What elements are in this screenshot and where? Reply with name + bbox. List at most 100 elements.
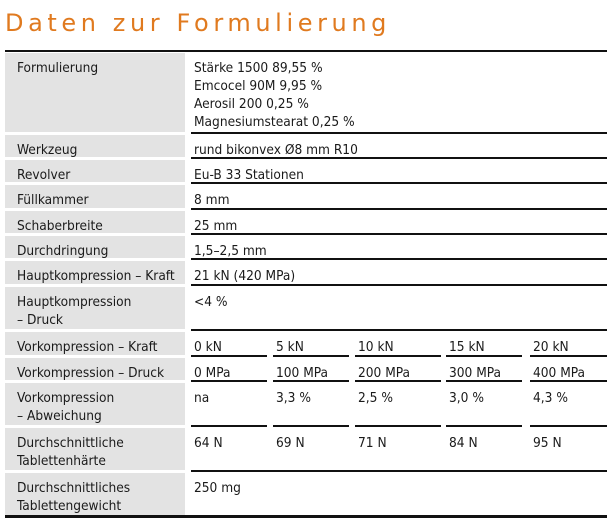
table-cell: 3,3 % [273,383,349,425]
formulation-line: Magnesiumstearat 0,25 % [194,114,355,130]
label-text: Durchschnittliches [17,480,131,496]
value-text: 250 mg [194,480,241,496]
table-cell: 200 MPa [355,358,441,381]
table-cell: 4,3 % [530,383,607,425]
table-cell: 400 MPa [530,358,607,381]
cell-text: 200 MPa [358,365,411,381]
cell-text: 300 MPa [449,365,502,381]
cell-text: 400 MPa [533,365,586,381]
cell-text: 0 kN [194,339,222,355]
row-label-hauptkompression-druck: Hauptkompression – Druck [5,287,185,329]
row-separator [191,425,267,427]
table-cell: 10 kN [355,332,441,355]
label-text: Hauptkompression [17,294,132,310]
table-cell: 15 kN [446,332,522,355]
row-separator [273,380,349,382]
table-top-rule [5,50,607,52]
table-cell: 2,5 % [355,383,441,425]
label-text: Durchdringung [17,243,109,259]
cell-text: na [194,390,210,406]
label-text: Formulierung [17,60,99,76]
label-text: Revolver [17,167,71,183]
row-value-hauptkompression-druck: <4 % [191,287,607,329]
cell-text: 69 N [276,435,305,451]
formulation-line: Stärke 1500 89,55 % [194,60,323,76]
cell-text: 15 kN [449,339,485,355]
label-text: Tablettenhärte [17,453,106,469]
page-title: Daten zur Formulierung [5,9,392,37]
value-text: 1,5–2,5 mm [194,243,267,259]
table-cell: 100 MPa [273,358,349,381]
label-text: Werkzeug [17,142,78,158]
row-value-hauptkompression-kraft: 21 kN (420 MPa) [191,261,607,284]
row-separator [191,355,267,357]
table-cell: 0 MPa [191,358,267,381]
label-text: Füllkammer [17,192,89,208]
cell-text: 4,3 % [533,390,568,406]
row-label-formulierung: Formulierung [5,53,185,132]
label-text: Durchschnittliche [17,435,124,451]
row-separator [191,258,607,260]
row-value-tablettengewicht: 250 mg [191,473,607,515]
row-separator [191,233,607,235]
cell-text: 64 N [194,435,223,451]
label-text: Vorkompression – Kraft [17,339,158,355]
row-separator [273,355,349,357]
row-value-durchdringung: 1,5–2,5 mm [191,236,607,259]
cell-text: 95 N [533,435,562,451]
row-label-revolver: Revolver [5,160,185,183]
row-label-werkzeug: Werkzeug [5,135,185,158]
row-separator [191,284,607,286]
row-value-werkzeug: rund bikonvex Ø8 mm R10 [191,135,607,158]
row-separator [273,425,349,427]
table-cell: 69 N [273,428,349,470]
table-cell: 84 N [446,428,522,470]
row-label-vorkompression-druck: Vorkompression – Druck [5,358,185,381]
cell-text: 10 kN [358,339,394,355]
cell-text: 20 kN [533,339,569,355]
row-value-fuellkammer: 8 mm [191,185,607,208]
row-separator [355,380,441,382]
value-text: 8 mm [194,192,230,208]
table-cell: 71 N [355,428,441,470]
row-separator [191,182,607,184]
row-separator [446,380,522,382]
value-text: Eu-B 33 Stationen [194,167,304,183]
row-separator [191,208,607,210]
row-separator [446,355,522,357]
cell-text: 5 kN [276,339,304,355]
value-text: <4 % [194,294,228,310]
table-cell: na [191,383,267,425]
cell-text: 71 N [358,435,387,451]
formulation-line: Aerosil 200 0,25 % [194,96,309,112]
row-label-vorkompression-abweichung: Vorkompression – Abweichung [5,383,185,425]
value-text: 25 mm [194,218,238,234]
row-value-schaberbreite: 25 mm [191,211,607,234]
label-text: – Druck [17,312,63,328]
row-label-hauptkompression-kraft: Hauptkompression – Kraft [5,261,185,284]
row-separator [191,329,607,331]
row-separator [191,132,607,134]
table-cell: 3,0 % [446,383,522,425]
row-label-tablettenhaerte: Durchschnittliche Tablettenhärte [5,428,185,470]
table-cell: 95 N [530,428,607,470]
row-separator [530,425,607,427]
table-bottom-rule [5,515,607,518]
label-text: Hauptkompression – Kraft [17,268,175,284]
table-cell: 0 kN [191,332,267,355]
table-cell: 300 MPa [446,358,522,381]
table-cell: 64 N [191,428,267,470]
row-label-fuellkammer: Füllkammer [5,185,185,208]
row-separator [355,425,441,427]
row-label-tablettengewicht: Durchschnittliches Tablettengewicht [5,473,185,515]
cell-text: 3,0 % [449,390,484,406]
formulation-line: Emcocel 90M 9,95 % [194,78,323,94]
cell-text: 3,3 % [276,390,311,406]
label-text: Vorkompression [17,390,115,406]
row-separator [530,355,607,357]
row-separator [446,425,522,427]
label-text: Vorkompression – Druck [17,365,165,381]
row-separator [191,470,607,472]
row-separator [191,157,607,159]
table-cell: 5 kN [273,332,349,355]
